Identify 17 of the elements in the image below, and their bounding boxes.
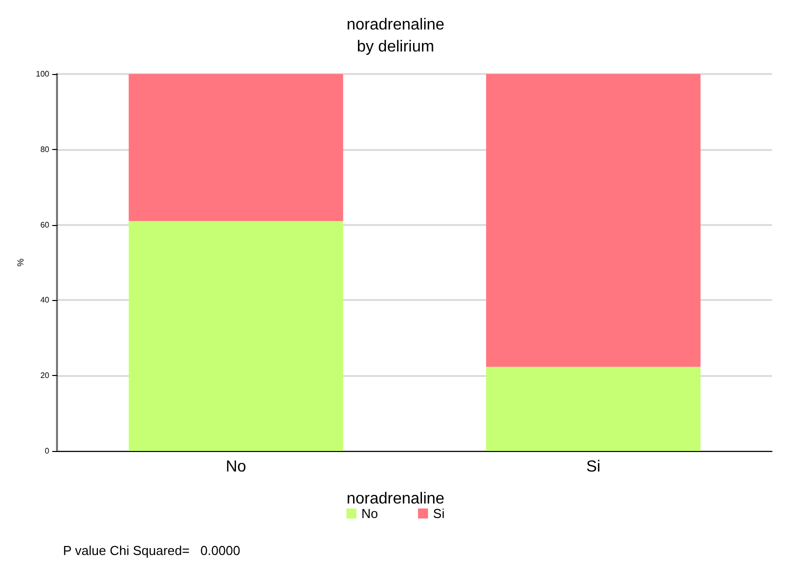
chart-title: noradrenaline [346,16,445,34]
bar [128,221,344,451]
y-tick-label: 60 [40,220,50,230]
bar [486,74,701,367]
legend-label: Si [433,506,445,521]
y-tick-label: 20 [40,371,50,380]
y-tick-label: 100 [36,70,50,78]
y-tick-label: 40 [40,296,50,305]
y-axis-title: % [16,258,26,267]
y-tick-label: 80 [40,144,50,154]
text: P value Chi Squared= 0.0000 [63,543,240,558]
legend-label: No [361,506,378,521]
chart-subtitle: by delirium [356,38,434,56]
bar [128,74,344,222]
y-tick-label: 0 [44,446,50,456]
legend-title: noradrenaline [346,490,445,508]
bar [486,366,701,451]
